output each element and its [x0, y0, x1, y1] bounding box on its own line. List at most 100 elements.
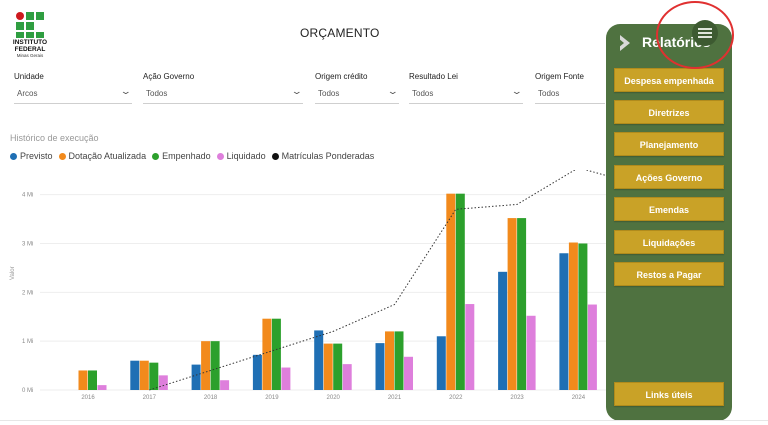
menu-liquidacoes[interactable]: Liquidações	[614, 230, 724, 254]
filter-value: Todos	[146, 89, 168, 98]
bar-liquidado-2016	[97, 385, 107, 390]
legend-item-previsto[interactable]: Previsto	[10, 151, 53, 161]
bar-dota-o-atualizada-2022	[446, 193, 456, 390]
x-tick-label: 2017	[143, 395, 157, 401]
bar-dota-o-atualizada-2023	[507, 218, 517, 390]
bar-dota-o-atualizada-2016	[78, 370, 88, 390]
bar-dota-o-atualizada-2021	[385, 331, 394, 390]
chevron-right-icon-inner	[618, 38, 624, 48]
reports-panel: Relatórios Despesa empenhada Diretrizes …	[606, 24, 732, 421]
filter-label: Resultado Lei	[409, 72, 458, 81]
filter-value: Todos	[538, 89, 560, 98]
highlight-circle	[656, 1, 734, 69]
y-tick-label: 0 Mi	[22, 388, 33, 394]
filter-resultado-lei-select[interactable]: Todos ⌄	[409, 86, 524, 104]
x-tick-label: 2020	[327, 395, 341, 401]
legend-item-empenhado[interactable]: Empenhado	[152, 151, 211, 161]
filter-origem-fonte: Origem Fonte Todos	[535, 72, 605, 106]
y-axis-label: Valor	[10, 266, 16, 280]
filter-unidade-select[interactable]: Arcos ⌄	[14, 86, 133, 104]
x-tick-label: 2021	[388, 395, 402, 401]
legend-item-liquidado[interactable]: Liquidado	[216, 151, 266, 161]
bar-empenhado-2023	[517, 218, 527, 390]
y-tick-label: 3 Mi	[22, 241, 33, 247]
filter-label: Unidade	[14, 72, 44, 81]
bar-dota-o-atualizada-2019	[262, 318, 272, 390]
bar-liquidado-2018	[220, 380, 230, 390]
filter-origem-fonte-select[interactable]: Todos	[535, 89, 605, 104]
menu-links-uteis[interactable]: Links úteis	[614, 382, 724, 406]
legend-dot	[271, 152, 279, 160]
legend-item-matriculas[interactable]: Matrículas Ponderadas	[271, 151, 375, 161]
x-tick-label: 2016	[81, 395, 95, 401]
legend-item-dotacao[interactable]: Dotação Atualizada	[58, 151, 147, 161]
bar-empenhado-2021	[394, 331, 404, 390]
bar-previsto-2022	[436, 336, 446, 390]
institute-logo: INSTITUTO FEDERAL Minas Gerais	[10, 12, 50, 62]
bar-liquidado-2017	[158, 375, 168, 390]
filter-acao-governo: Ação Governo Todos ⌄	[143, 72, 303, 106]
legend-label: Liquidado	[226, 151, 266, 161]
logo-subtext: Minas Gerais	[16, 53, 44, 58]
x-tick-label: 2019	[265, 395, 279, 401]
bar-liquidado-2023	[526, 315, 536, 390]
bar-previsto-2021	[375, 343, 385, 390]
menu-acoes-governo[interactable]: Ações Governo	[614, 165, 724, 189]
filter-origem-credito-select[interactable]: Todos ⌄	[315, 86, 400, 104]
x-tick-label: 2022	[449, 395, 463, 401]
bar-dota-o-atualizada-2017	[139, 360, 149, 390]
x-tick-label: 2024	[572, 395, 586, 401]
bar-empenhado-2024	[578, 243, 588, 390]
legend-dot	[58, 152, 66, 160]
legend-label: Dotação Atualizada	[68, 151, 147, 161]
legend-dot	[152, 152, 160, 160]
chevron-down-icon: ⌄	[511, 86, 524, 96]
filter-value: Todos	[318, 89, 340, 98]
menu-restos-a-pagar[interactable]: Restos a Pagar	[614, 262, 724, 286]
bar-empenhado-2017	[149, 362, 159, 390]
chevron-down-icon: ⌄	[120, 86, 133, 96]
chart-title: Histórico de execução	[10, 133, 99, 143]
page-title: ORÇAMENTO	[300, 26, 380, 40]
bar-liquidado-2022	[465, 304, 475, 390]
bar-liquidado-2019	[281, 367, 291, 390]
filter-value: Todos	[412, 89, 434, 98]
menu-diretrizes[interactable]: Diretrizes	[614, 100, 724, 124]
bar-previsto-2018	[191, 364, 201, 390]
chevron-down-icon: ⌄	[387, 86, 400, 96]
divider	[0, 420, 768, 421]
bar-previsto-2020	[314, 330, 324, 390]
bar-liquidado-2021	[404, 356, 413, 390]
bar-previsto-2019	[252, 354, 262, 390]
chevron-right-icon	[620, 35, 630, 51]
menu-emendas[interactable]: Emendas	[614, 197, 724, 221]
bar-previsto-2023	[498, 271, 508, 390]
filter-origem-credito: Origem crédito Todos ⌄	[315, 72, 399, 106]
bar-empenhado-2018	[210, 341, 220, 390]
filter-acao-governo-select[interactable]: Todos ⌄	[143, 86, 304, 104]
x-tick-label: 2018	[204, 395, 218, 401]
menu-planejamento[interactable]: Planejamento	[614, 132, 724, 156]
y-tick-label: 1 Mi	[22, 339, 33, 345]
legend-label: Empenhado	[162, 151, 211, 161]
logo-text: INSTITUTO FEDERAL	[12, 39, 48, 53]
bar-empenhado-2016	[88, 370, 97, 390]
bar-liquidado-2020	[342, 364, 352, 390]
y-tick-label: 4 Mi	[22, 193, 33, 199]
bar-dota-o-atualizada-2018	[201, 341, 211, 390]
line-matriculas-ponderadas	[149, 170, 640, 391]
menu-despesa-empenhada[interactable]: Despesa empenhada	[614, 68, 724, 92]
filter-label: Origem Fonte	[535, 72, 584, 81]
filter-unidade: Unidade Arcos ⌄	[14, 72, 132, 106]
filter-label: Ação Governo	[143, 72, 195, 81]
legend-label: Previsto	[20, 151, 53, 161]
legend-label: Matrículas Ponderadas	[281, 151, 375, 161]
y-tick-label: 2 Mi	[22, 290, 33, 296]
bar-liquidado-2024	[587, 304, 597, 390]
chevron-down-icon: ⌄	[291, 86, 304, 96]
filter-value: Arcos	[17, 89, 38, 98]
bar-previsto-2017	[130, 360, 140, 390]
chart-legend: Previsto Dotação Atualizada Empenhado Li…	[10, 151, 374, 161]
bar-empenhado-2019	[271, 318, 281, 390]
bar-dota-o-atualizada-2024	[568, 242, 578, 390]
